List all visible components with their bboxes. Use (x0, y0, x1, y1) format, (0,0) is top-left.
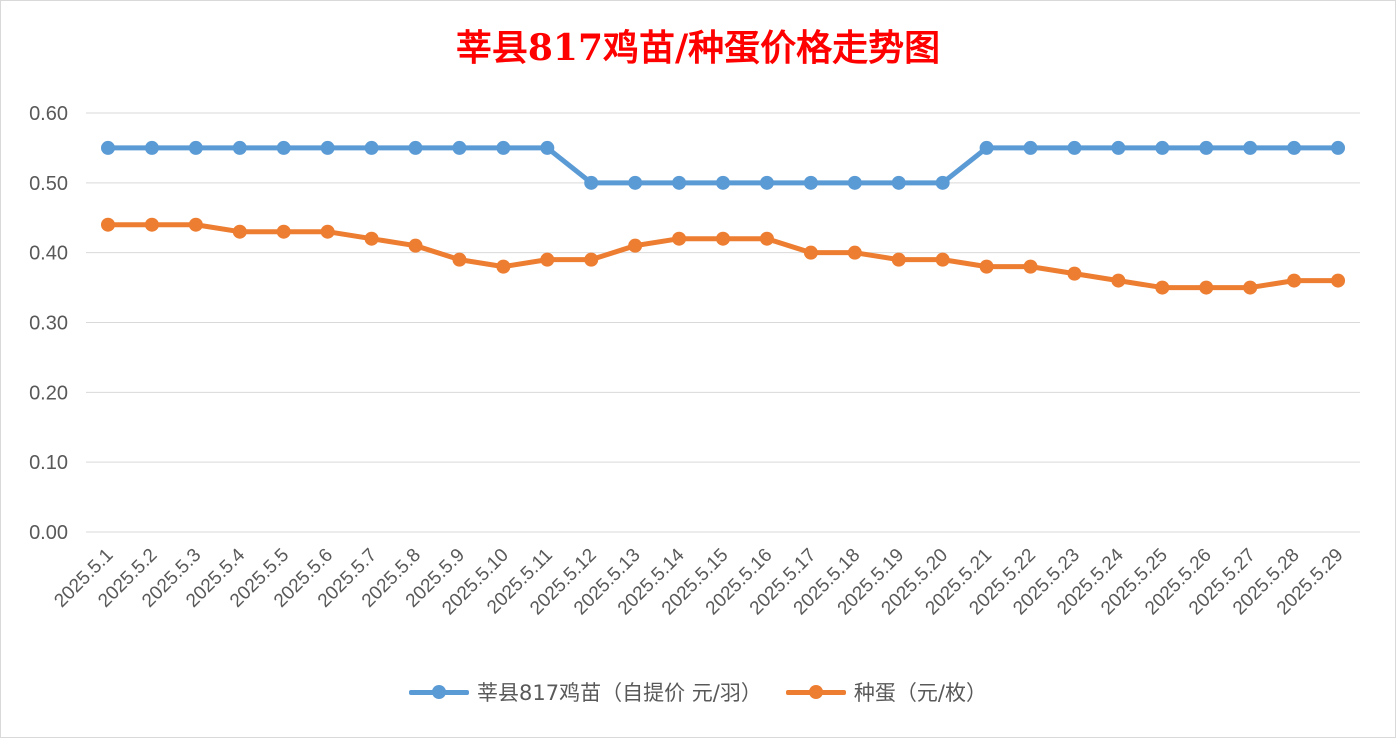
data-point-1-10 (540, 252, 555, 267)
data-point-1-28 (1331, 273, 1346, 288)
data-point-0-2 (188, 140, 203, 155)
legend-label-egg: 种蛋（元/枚） (853, 681, 987, 705)
data-point-1-0 (101, 217, 115, 232)
y-axis-ticks: 0.00 0.10 0.20 0.30 0.40 0.50 0.60 (29, 103, 68, 544)
data-point-0-28 (1331, 140, 1346, 155)
data-point-0-13 (672, 175, 687, 190)
data-point-0-9 (496, 140, 511, 155)
data-point-0-27 (1287, 140, 1302, 155)
data-point-0-14 (716, 175, 731, 190)
legend-swatch-chick (409, 685, 470, 699)
data-point-1-22 (1067, 266, 1082, 281)
data-point-1-4 (276, 224, 291, 239)
data-point-1-1 (144, 217, 159, 232)
data-point-1-27 (1287, 273, 1302, 288)
y-tick-label: 0.50 (29, 173, 68, 195)
legend-item-chick[interactable]: 莘县817鸡苗（自提价 元/羽） (409, 677, 762, 707)
data-point-0-23 (1111, 140, 1126, 155)
data-point-1-8 (452, 252, 467, 267)
data-point-1-16 (803, 245, 818, 260)
chart-title: 莘县817鸡苗/种蛋价格走势图 (455, 27, 941, 69)
data-point-0-12 (628, 175, 643, 190)
data-point-0-16 (803, 175, 818, 190)
data-point-0-24 (1155, 140, 1170, 155)
data-point-0-7 (408, 140, 423, 155)
data-point-1-3 (232, 224, 247, 239)
legend-label-chick: 莘县817鸡苗（自提价 元/羽） (477, 681, 762, 705)
y-tick-label: 0.30 (29, 313, 68, 335)
data-point-1-7 (408, 238, 423, 253)
data-point-0-20 (979, 140, 994, 155)
data-point-0-21 (1023, 140, 1038, 155)
data-point-1-26 (1243, 280, 1258, 295)
data-point-1-14 (716, 231, 731, 246)
data-point-0-22 (1067, 140, 1082, 155)
data-point-1-18 (891, 252, 906, 267)
data-point-0-26 (1243, 140, 1258, 155)
data-point-0-17 (847, 175, 862, 190)
data-point-1-17 (847, 245, 862, 260)
y-tick-label: 0.20 (29, 382, 68, 404)
data-point-0-11 (584, 175, 599, 190)
data-point-0-25 (1199, 140, 1214, 155)
data-point-1-23 (1111, 273, 1126, 288)
x-axis-ticks: 2025.5.12025.5.22025.5.32025.5.42025.5.5… (50, 544, 1347, 619)
data-point-0-6 (364, 140, 379, 155)
data-point-1-20 (979, 259, 994, 274)
y-tick-label: 0.10 (29, 452, 68, 474)
data-point-0-5 (320, 140, 335, 155)
data-point-1-24 (1155, 280, 1170, 295)
data-point-1-25 (1199, 280, 1214, 295)
data-point-0-3 (232, 140, 247, 155)
data-point-0-18 (891, 175, 906, 190)
data-point-1-11 (584, 252, 599, 267)
data-point-1-15 (759, 231, 774, 246)
data-point-1-9 (496, 259, 511, 274)
data-point-1-12 (628, 238, 643, 253)
series-layer (101, 140, 1346, 295)
data-point-0-4 (276, 140, 291, 155)
y-tick-label: 0.00 (29, 522, 68, 544)
data-point-1-5 (320, 224, 335, 239)
y-tick-label: 0.60 (29, 103, 68, 125)
legend: 莘县817鸡苗（自提价 元/羽） 种蛋（元/枚） (0, 672, 1396, 712)
data-point-0-0 (101, 140, 115, 155)
data-point-0-15 (759, 175, 774, 190)
data-point-1-19 (935, 252, 950, 267)
data-point-1-21 (1023, 259, 1038, 274)
data-point-1-6 (364, 231, 379, 246)
data-point-1-13 (672, 231, 687, 246)
data-point-0-19 (935, 175, 950, 190)
data-point-0-1 (144, 140, 159, 155)
data-point-0-8 (452, 140, 467, 155)
legend-swatch-egg (785, 685, 846, 699)
data-point-0-10 (540, 140, 555, 155)
data-point-1-2 (188, 217, 203, 232)
y-tick-label: 0.40 (29, 243, 68, 265)
legend-item-egg[interactable]: 种蛋（元/枚） (785, 677, 987, 707)
